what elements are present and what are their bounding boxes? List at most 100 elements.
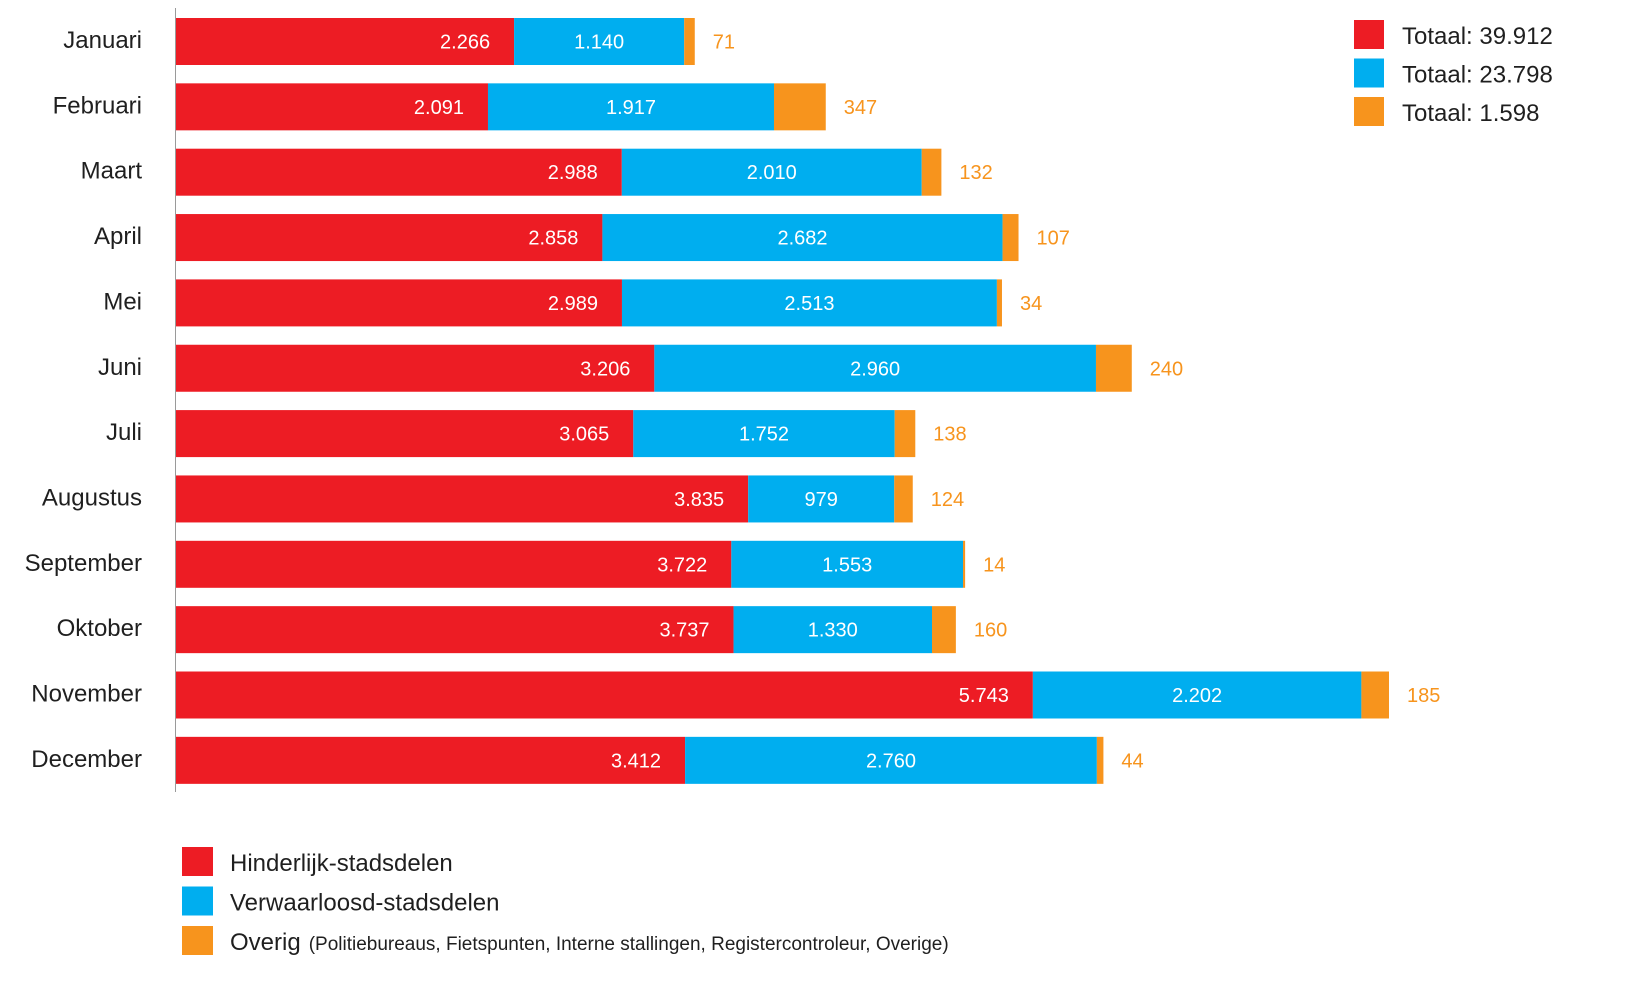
value-label-verwaarloosd-juli: 1.752 — [739, 424, 789, 446]
value-label-verwaarloosd-oktober: 1.330 — [808, 620, 858, 642]
value-label-verwaarloosd-maart: 2.010 — [747, 162, 797, 184]
bar-red-december — [176, 736, 686, 784]
value-label-overig-januari: 71 — [713, 32, 735, 54]
bar-blue-september — [731, 540, 964, 588]
legend-swatch-blue — [182, 886, 213, 916]
legend-label-blue: Verwaarloosd-stadsdelen — [230, 890, 500, 917]
value-label-overig-november: 185 — [1407, 685, 1440, 707]
bar-orange-november — [1361, 671, 1389, 719]
bar-orange-maart — [921, 148, 942, 196]
value-label-hinderlijk-maart: 2.988 — [548, 162, 598, 184]
bar-red-oktober — [176, 606, 734, 654]
bar-orange-september — [963, 540, 966, 588]
bar-red-september — [176, 540, 732, 588]
totals-swatch-red — [1354, 20, 1384, 49]
bar-orange-oktober — [932, 606, 956, 654]
month-label-maart: Maart — [81, 158, 143, 185]
totals-swatch-orange — [1354, 97, 1384, 126]
value-label-verwaarloosd-augustus: 979 — [805, 489, 838, 511]
value-label-verwaarloosd-januari: 1.140 — [574, 32, 624, 54]
month-label-oktober: Oktober — [57, 615, 142, 642]
bar-orange-mei — [996, 279, 1002, 327]
value-label-hinderlijk-februari: 2.091 — [414, 97, 464, 119]
month-label-augustus: Augustus — [42, 484, 142, 511]
value-label-overig-juni: 240 — [1150, 358, 1183, 380]
value-label-overig-maart: 132 — [959, 162, 992, 184]
legend-note-orange: (Politiebureaus, Fietspunten, Interne st… — [309, 934, 949, 955]
month-label-juni: Juni — [98, 354, 142, 381]
bar-blue-oktober — [733, 606, 932, 654]
bar-red-juli — [176, 410, 634, 458]
value-label-overig-december: 44 — [1121, 750, 1143, 772]
value-label-overig-februari: 347 — [844, 97, 877, 119]
bar-blue-mei — [621, 279, 997, 327]
value-label-hinderlijk-juni: 3.206 — [580, 358, 630, 380]
bar-blue-november — [1032, 671, 1362, 719]
bar-blue-juli — [633, 410, 895, 458]
value-label-overig-oktober: 160 — [974, 620, 1007, 642]
value-label-verwaarloosd-december: 2.760 — [866, 750, 916, 772]
totals-label-blue: Totaal: 23.798 — [1402, 62, 1553, 89]
month-label-september: September — [25, 550, 142, 577]
value-label-hinderlijk-januari: 2.266 — [440, 32, 490, 54]
value-label-hinderlijk-september: 3.722 — [657, 554, 707, 576]
bar-orange-januari — [684, 18, 695, 65]
bar-blue-augustus — [748, 475, 895, 523]
bar-blue-januari — [514, 18, 685, 65]
totals-swatch-blue — [1354, 58, 1384, 88]
value-label-verwaarloosd-november: 2.202 — [1172, 685, 1222, 707]
value-label-hinderlijk-december: 3.412 — [611, 750, 661, 772]
totals-label-red: Totaal: 39.912 — [1402, 23, 1553, 50]
bar-red-mei — [176, 279, 622, 327]
bar-red-augustus — [176, 475, 749, 523]
bar-blue-februari — [487, 83, 774, 131]
legend-swatch-orange — [182, 926, 213, 955]
month-label-januari: Januari — [63, 27, 142, 54]
bar-orange-juni — [1095, 344, 1132, 392]
bar-orange-februari — [773, 83, 826, 131]
value-label-verwaarloosd-september: 1.553 — [822, 554, 872, 576]
bar-blue-december — [685, 736, 1097, 784]
bar-red-november — [176, 671, 1033, 719]
bar-orange-december — [1096, 736, 1104, 784]
bar-red-maart — [176, 148, 622, 196]
legend-swatch-red — [182, 847, 213, 876]
month-label-mei: Mei — [103, 288, 142, 315]
value-label-overig-april: 107 — [1037, 228, 1070, 250]
bar-red-februari — [176, 83, 488, 131]
month-label-april: April — [94, 223, 142, 250]
value-label-overig-mei: 34 — [1020, 293, 1042, 315]
bar-red-januari — [176, 18, 515, 65]
bar-blue-april — [602, 214, 1003, 262]
legend-name-orange: Overig — [230, 929, 301, 956]
legend-label-orange: Overig (Politiebureaus, Fietspunten, Inte… — [230, 929, 949, 956]
bar-red-april — [176, 214, 603, 262]
bar-blue-maart — [621, 148, 922, 196]
legend-name-red: Hinderlijk-stadsdelen — [230, 850, 453, 877]
value-label-hinderlijk-april: 2.858 — [528, 228, 578, 250]
value-label-verwaarloosd-mei: 2.513 — [784, 293, 834, 315]
legend-name-blue: Verwaarloosd-stadsdelen — [230, 890, 500, 917]
value-label-overig-juli: 138 — [933, 424, 966, 446]
value-label-overig-augustus: 124 — [931, 489, 964, 511]
month-label-november: November — [31, 681, 142, 708]
labels-layer: Januari 2.266 1.140 71 Februari 2.091 1.917 347… — [25, 27, 1441, 773]
month-label-februari: Februari — [53, 92, 142, 119]
value-label-hinderlijk-augustus: 3.835 — [674, 489, 724, 511]
legend-label-red: Hinderlijk-stadsdelen — [230, 850, 453, 877]
bars-layer — [176, 18, 1389, 784]
value-label-hinderlijk-mei: 2.989 — [548, 293, 598, 315]
totals-label-orange: Totaal: 1.598 — [1402, 100, 1539, 127]
totals-legend: Totaal: 39.912 Totaal: 23.798 Totaal: 1.59… — [1354, 20, 1553, 127]
series-legend: Hinderlijk-stadsdelen Verwaarloosd-stadsd… — [182, 847, 949, 956]
month-label-december: December — [31, 746, 142, 773]
value-label-verwaarloosd-april: 2.682 — [777, 228, 827, 250]
bar-red-juni — [176, 344, 655, 392]
value-label-verwaarloosd-juni: 2.960 — [850, 358, 900, 380]
month-label-juli: Juli — [106, 419, 142, 446]
bar-orange-juli — [894, 410, 916, 458]
value-label-hinderlijk-juli: 3.065 — [559, 424, 609, 446]
value-label-overig-september: 14 — [983, 554, 1005, 576]
bar-orange-april — [1002, 214, 1019, 262]
